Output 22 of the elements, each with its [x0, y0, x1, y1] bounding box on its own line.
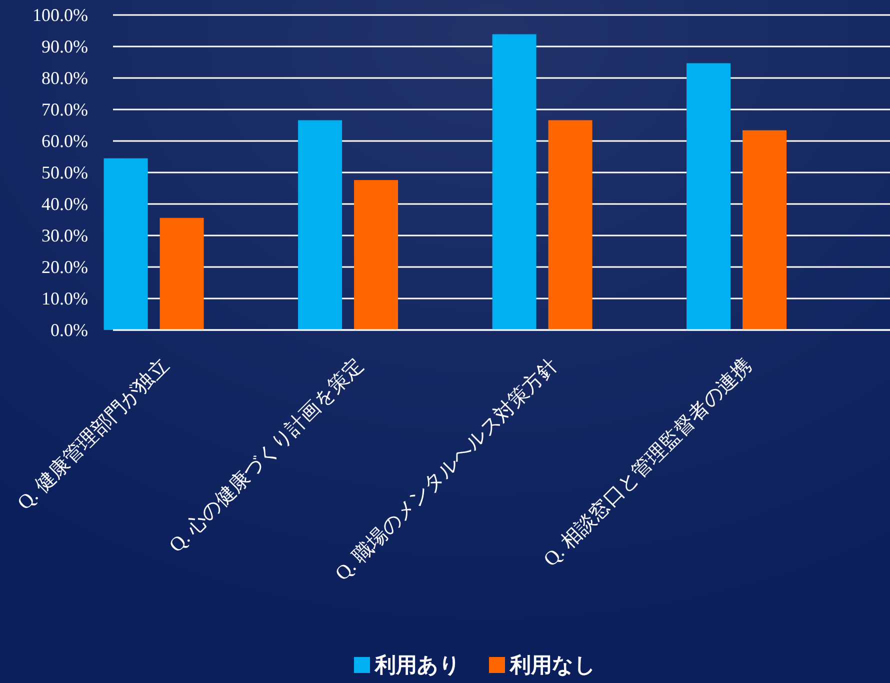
- legend-label: 利用あり: [374, 653, 461, 677]
- y-tick-label: 70.0%: [42, 100, 88, 120]
- y-tick-label: 100.0%: [32, 5, 88, 25]
- y-tick-label: 90.0%: [42, 36, 88, 56]
- bar: [298, 120, 342, 330]
- bar: [354, 180, 398, 330]
- x-tick-label: Q. 健康管理部門が独立: [13, 354, 174, 514]
- legend-label: 利用なし: [509, 653, 596, 677]
- bar: [104, 158, 148, 330]
- y-tick-label: 50.0%: [42, 162, 88, 182]
- bar: [742, 130, 787, 330]
- y-tick-label: 80.0%: [42, 68, 88, 88]
- y-tick-label: 0.0%: [50, 320, 88, 340]
- bar: [160, 218, 204, 330]
- y-tick-label: 60.0%: [42, 131, 88, 151]
- y-tick-label: 40.0%: [42, 194, 88, 214]
- y-tick-label: 30.0%: [42, 226, 88, 246]
- bar: [548, 120, 592, 330]
- y-tick-label: 10.0%: [42, 288, 88, 308]
- bar: [686, 63, 731, 330]
- y-tick-label: 20.0%: [42, 257, 88, 277]
- bar: [492, 34, 536, 330]
